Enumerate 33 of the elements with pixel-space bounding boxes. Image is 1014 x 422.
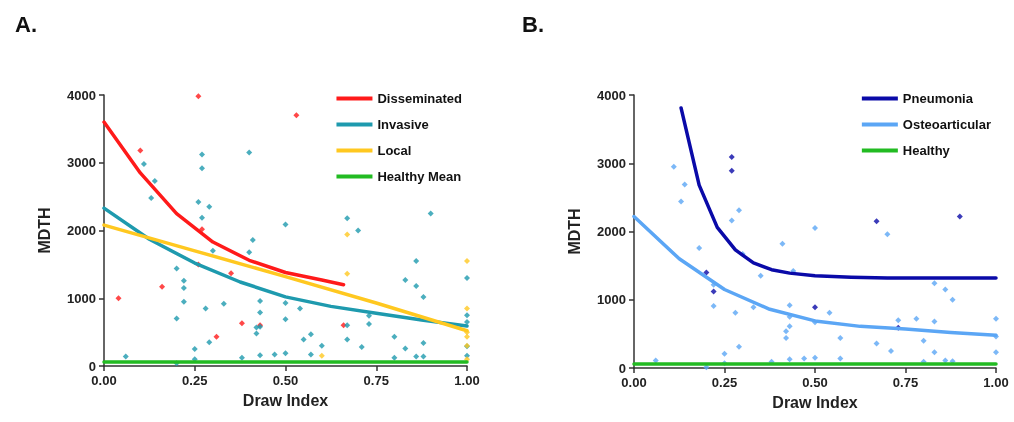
y-tick-label: 0 [88,358,96,374]
y-tick-label: 1000 [597,292,626,308]
y-tick-label: 2000 [597,224,626,239]
legend-label: Pneumonia [902,91,974,106]
y-axis-title: MDTH [35,207,53,254]
y-tick-label: 0 [618,360,626,376]
chart-title: A. [15,11,37,37]
legend-label: Invasive [377,117,429,132]
x-tick-label: 0.75 [363,373,389,388]
y-tick-label: 1000 [67,290,96,306]
x-tick-label: 1.00 [983,375,1009,390]
x-tick-label: 0.50 [272,373,299,388]
x-tick-label: 0.25 [711,375,738,390]
x-tick-label: 1.00 [454,373,480,388]
x-tick-label: 0.25 [182,373,208,388]
y-tick-label: 3000 [597,155,626,171]
y-tick-label: 4000 [597,87,626,103]
legend-label: Healthy Mean [377,169,462,184]
y-axis-title: MDTH [565,208,583,255]
y-tick-label: 3000 [67,155,96,171]
x-axis-title: Draw Index [242,391,329,409]
legend-label: Local [377,143,412,158]
x-tick-label: 0.50 [802,375,828,390]
legend-label: Healthy [902,143,951,158]
chart-title: B. [522,11,544,37]
legend-label: Osteoarticular [902,117,992,132]
x-tick-label: 0.00 [621,375,647,390]
x-axis-title: Draw Index [772,393,858,411]
x-tick-label: 0.75 [892,375,919,390]
x-tick-label: 0.00 [91,373,117,388]
y-tick-label: 2000 [67,223,96,238]
legend-label: Disseminated [377,91,463,106]
y-tick-label: 4000 [67,87,96,103]
